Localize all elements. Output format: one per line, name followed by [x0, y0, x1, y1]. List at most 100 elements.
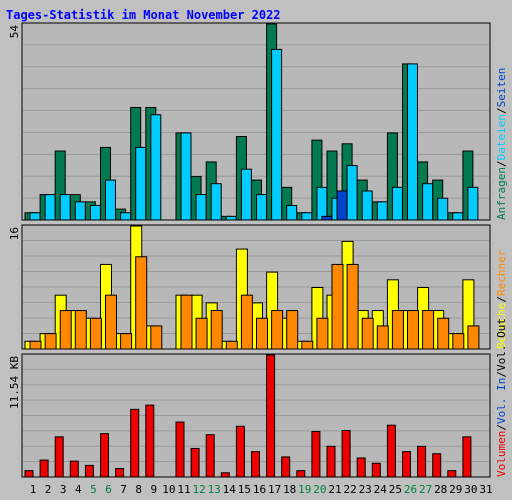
chart-panel-2: 16	[8, 224, 491, 350]
bar-dateien-day-11	[180, 132, 192, 221]
bar-seiten-day-21	[336, 190, 348, 221]
bar-volumen-day-26	[402, 451, 411, 478]
y-max-label: 54	[8, 25, 21, 39]
bar-volumen-day-11	[175, 421, 185, 478]
bar-rechner-day-7	[120, 333, 133, 350]
day-label: 2	[45, 483, 52, 496]
bar-dateien-day-1	[29, 212, 41, 221]
chart-panel-1: 54	[8, 22, 491, 221]
bar-volumen-day-15	[235, 425, 245, 478]
bar-dateien-day-22	[346, 165, 358, 221]
chart-legends: Anfragen/Dateien/SeitenBesuche/RechnerVo…	[495, 68, 508, 477]
bar-dateien-day-19	[301, 212, 313, 221]
day-label: 10	[162, 483, 175, 496]
bar-rechner-day-1	[29, 340, 42, 350]
bar-rechner-day-25	[391, 310, 404, 350]
bar-volumen-day-2	[39, 459, 49, 478]
y-max-label: 11.54 KB	[8, 356, 21, 409]
chart-panel-3: 11.54 KB	[8, 353, 491, 478]
bar-volumen-day-21	[326, 445, 336, 478]
bar-rechner-day-14	[225, 340, 238, 350]
bar-volumen-day-4	[69, 460, 79, 478]
bar-dateien-day-29	[452, 212, 464, 221]
legend-entry: Vol. In	[495, 378, 508, 424]
bar-rechner-day-18	[286, 310, 299, 350]
bar-volumen-day-17	[266, 354, 276, 478]
bar-dateien-day-5	[89, 204, 101, 221]
day-label: 22	[343, 483, 356, 496]
bar-rechner-day-17	[271, 310, 284, 350]
bar-volumen-day-12	[190, 447, 200, 478]
bar-rechner-day-30	[467, 325, 480, 350]
day-label: 29	[449, 483, 462, 496]
bar-volumen-day-27	[417, 445, 427, 478]
bar-dateien-day-16	[256, 194, 267, 221]
day-label: 21	[328, 483, 341, 496]
bar-volumen-day-24	[371, 462, 381, 478]
legend-panel-3: Volumen/Vol. In/Vol. Out	[495, 318, 508, 477]
bar-rechner-day-11	[180, 294, 193, 350]
bar-rechner-day-26	[407, 310, 419, 350]
bar-rechner-day-24	[376, 325, 389, 350]
legend-entry: Dateien	[495, 114, 508, 160]
bar-rechner-day-13	[210, 310, 223, 350]
legend-entry: /	[495, 371, 508, 378]
day-label: 26	[404, 483, 417, 496]
legend-panel-1: Anfragen/Dateien/Seiten	[495, 68, 508, 220]
day-label: 13	[208, 483, 221, 496]
bar-rechner-day-20	[316, 317, 329, 350]
day-label: 19	[298, 483, 311, 496]
legend-entry: /	[495, 160, 508, 167]
day-label: 27	[419, 483, 432, 496]
bar-rechner-day-29	[452, 333, 465, 350]
day-label: 3	[60, 483, 67, 496]
bar-seiten-day-20	[321, 215, 333, 221]
bar-volumen-day-14	[220, 472, 230, 478]
bar-rechner-day-4	[74, 310, 87, 350]
bar-dateien-day-14	[225, 215, 237, 221]
bar-rechner-day-21	[331, 263, 344, 350]
bar-volumen-day-8	[130, 408, 140, 478]
bars-panel-3	[24, 354, 472, 478]
day-label: 8	[135, 483, 142, 496]
bar-rechner-day-15	[240, 294, 253, 350]
bar-dateien-day-26	[407, 63, 418, 221]
bar-dateien-day-23	[361, 190, 373, 221]
bars-panel-2	[24, 225, 480, 350]
bar-dateien-day-2	[44, 194, 56, 221]
bar-volumen-day-6	[100, 433, 109, 478]
bar-dateien-day-3	[59, 194, 71, 221]
bar-rechner-day-27	[422, 310, 435, 350]
bar-dateien-day-4	[74, 201, 86, 221]
legend-panel-2: Besuche/Rechner	[495, 249, 508, 349]
day-label: 11	[177, 483, 190, 496]
day-label: 16	[253, 483, 266, 496]
bar-dateien-day-25	[391, 186, 403, 221]
bar-rechner-day-2	[44, 333, 57, 350]
day-label: 17	[268, 483, 281, 496]
bar-rechner-day-22	[346, 263, 359, 350]
bar-volumen-day-1	[24, 470, 34, 478]
bar-volumen-day-23	[356, 457, 366, 478]
bar-volumen-day-5	[84, 464, 94, 478]
legend-entry: Besuche	[495, 303, 508, 349]
day-label: 25	[389, 483, 402, 496]
day-label: 7	[120, 483, 127, 496]
bar-rechner-day-19	[301, 340, 314, 350]
x-axis-day-labels: 1 2 3 4 5 6 7 8 9 10 11 12 13 14 15 16 17 18 19 20 21 22 23 24 2…	[30, 483, 493, 496]
day-label: 24	[374, 483, 388, 496]
bar-dateien-day-24	[376, 201, 388, 221]
legend-entry: /	[495, 107, 508, 114]
bar-volumen-day-28	[432, 453, 442, 478]
bars-panel-1	[24, 23, 479, 221]
legend-entry: /	[495, 424, 508, 431]
day-label: 23	[359, 483, 372, 496]
day-label: 31	[479, 483, 492, 496]
bar-rechner-day-3	[59, 310, 72, 350]
legend-entry: Anfragen	[495, 167, 508, 220]
bar-volumen-day-29	[447, 470, 457, 478]
day-label: 4	[75, 483, 82, 496]
bar-rechner-day-9	[150, 325, 163, 350]
day-label: 9	[150, 483, 157, 496]
